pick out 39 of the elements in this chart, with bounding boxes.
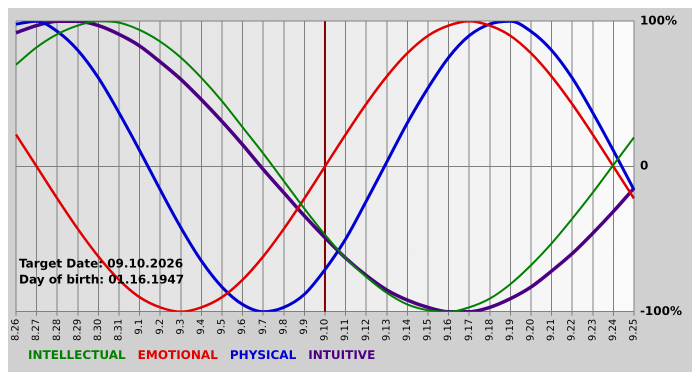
text: PHYSICAL [230, 348, 297, 362]
x-tick-label: 8.26 [10, 318, 22, 341]
text: INTUITIVE [308, 348, 376, 362]
x-tick-label: 9.2 [154, 318, 166, 335]
x-tick-label: 9.5 [216, 318, 228, 335]
x-tick-label: 9.21 [546, 318, 558, 341]
x-tick-label: 9.25 [628, 318, 640, 341]
x-tick-label: 9.8 [278, 318, 290, 335]
x-tick-label: 9.23 [587, 318, 598, 341]
y-tick-label: 100% [640, 13, 678, 28]
text: EMOTIONAL [138, 348, 218, 362]
y-tick-label: 0 [640, 158, 648, 173]
x-tick-label: 9.24 [608, 318, 619, 341]
x-tick-label: 9.20 [526, 318, 537, 341]
annotation: Target Date: 09.10.2026 [19, 256, 184, 271]
x-tick-label: 9.18 [484, 318, 496, 341]
x-tick-label: 8.29 [72, 318, 84, 341]
x-tick-label: 9.16 [443, 318, 454, 341]
x-tick-label: 8.31 [114, 318, 125, 341]
x-tick-label: 9.9 [298, 318, 310, 335]
text: INTELLECTUAL [28, 348, 126, 362]
x-tick-label: 9.22 [566, 318, 578, 341]
x-tick-label: 9.13 [381, 318, 392, 341]
x-tick-label: 8.27 [31, 318, 42, 341]
x-tick-label: 8.28 [52, 318, 63, 341]
x-tick-label: 9.10 [320, 318, 331, 341]
x-tick-label: 8.30 [92, 318, 104, 341]
x-tick-label: 9.6 [237, 318, 248, 335]
x-tick-label: 9.3 [175, 318, 186, 335]
x-tick-label: 9.12 [360, 318, 372, 341]
y-tick-label: -100% [640, 304, 682, 318]
x-tick-label: 9.4 [196, 318, 207, 335]
x-tick-label: 9.7 [258, 318, 269, 335]
x-tick-label: 9.19 [504, 318, 516, 341]
x-tick-label: 9.17 [464, 318, 475, 341]
x-tick-label: 9.14 [402, 318, 413, 341]
x-tick-label: 9.15 [422, 318, 434, 341]
x-tick-label: 9.1 [134, 318, 146, 335]
x-tick-label: 9.11 [340, 318, 352, 341]
